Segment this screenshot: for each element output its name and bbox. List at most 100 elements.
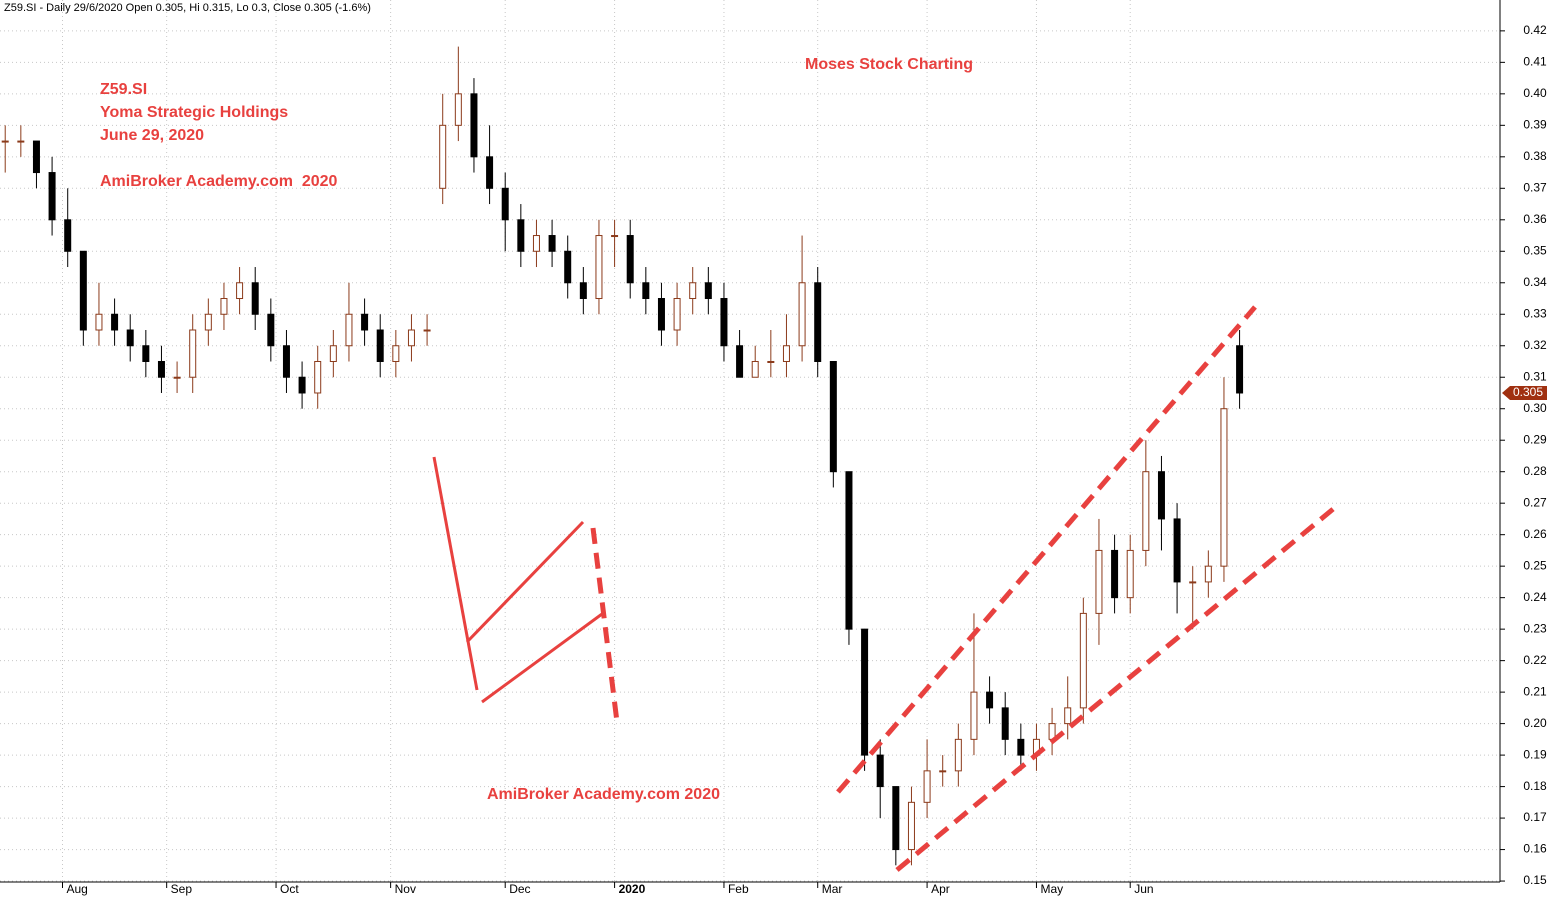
candle-body (986, 691, 994, 709)
candle-body (1204, 565, 1212, 583)
candle-body (173, 376, 181, 379)
candle-body (782, 345, 790, 362)
candle-body (376, 329, 384, 362)
candle-body (970, 691, 978, 740)
y-tick-label: 0.19 (1523, 747, 1547, 761)
sketch-line (481, 612, 603, 704)
candle-body (79, 250, 87, 331)
candle-body (1064, 707, 1072, 725)
y-tick-label: 0.27 (1523, 495, 1547, 509)
y-tick-label: 0.42 (1523, 23, 1547, 37)
candle-body (48, 172, 56, 221)
y-tick-label: 0.39 (1523, 117, 1547, 131)
y-tick-label: 0.26 (1523, 527, 1547, 541)
candle-body (845, 471, 853, 630)
candle-body (767, 360, 775, 363)
x-tick-label: May (1040, 882, 1063, 896)
y-tick-label: 0.16 (1523, 842, 1547, 856)
candle-body (361, 313, 369, 331)
x-tick-label: Apr (931, 882, 950, 896)
candle-body (923, 770, 931, 803)
candle-body (1189, 581, 1197, 584)
x-tick-label: 2020 (619, 882, 646, 896)
candle-body (1111, 549, 1119, 599)
y-tick-label: 0.24 (1523, 590, 1547, 604)
y-tick-label: 0.34 (1523, 275, 1547, 289)
annotation: Z59.SI (100, 81, 147, 98)
candle-body (1126, 549, 1134, 599)
sketch-dashed-line (590, 527, 620, 723)
candle-body (1236, 345, 1244, 394)
candle-body (1017, 738, 1025, 756)
drawn-trend-lines (432, 305, 1340, 872)
y-tick-label: 0.25 (1523, 558, 1547, 572)
candle-body (267, 313, 275, 347)
annotation: Moses Stock Charting (805, 56, 973, 73)
y-tick-label: 0.22 (1523, 653, 1547, 667)
candle-body (1095, 549, 1103, 614)
y-tick-label: 0.40 (1523, 86, 1547, 100)
candle-body (329, 345, 337, 362)
candle-body (17, 140, 25, 143)
candle-body (204, 313, 212, 331)
candle-body (1, 140, 9, 143)
annotation: AmiBroker Academy.com 2020 (100, 173, 338, 190)
grid (0, 0, 1500, 882)
candle-body (142, 345, 150, 362)
candle-body (1079, 612, 1087, 709)
candle-body (314, 360, 322, 394)
y-tick-label: 0.20 (1523, 716, 1547, 730)
candle-body (236, 282, 244, 300)
candle-body (736, 345, 744, 378)
x-tick-label: Dec (509, 882, 530, 896)
candle-body (892, 786, 900, 851)
candle-body (64, 219, 72, 252)
candle-body (470, 93, 478, 158)
y-tick-label: 0.21 (1523, 684, 1547, 698)
candle-body (829, 360, 837, 473)
upper-channel-line (836, 305, 1257, 794)
candle-body (907, 801, 915, 851)
y-tick-label: 0.36 (1523, 212, 1547, 226)
y-tick-label: 0.15 (1523, 873, 1547, 887)
candle-body (673, 298, 681, 331)
x-tick-label: Oct (280, 882, 299, 896)
y-tick-label: 0.41 (1523, 55, 1547, 69)
candle-body (626, 235, 634, 284)
candle-body (501, 187, 509, 221)
candle-body (939, 770, 947, 773)
candle-body (407, 329, 415, 347)
x-tick-label: Jun (1134, 882, 1153, 896)
sketch-line (465, 520, 585, 644)
x-tick-label: Nov (395, 882, 416, 896)
last-price-label: 0.305 (1513, 385, 1543, 399)
y-tick-label: 0.18 (1523, 779, 1547, 793)
candle-body (298, 376, 306, 394)
candle-body (564, 250, 572, 284)
y-tick-label: 0.35 (1523, 243, 1547, 257)
annotation: Yoma Strategic Holdings (100, 104, 288, 121)
candle-body (111, 313, 119, 331)
lower-channel-line (895, 503, 1340, 872)
candle-body (814, 282, 822, 362)
candle-body (251, 282, 259, 315)
candle-body (454, 93, 462, 126)
candle-body (517, 219, 525, 252)
y-tick-label: 0.38 (1523, 149, 1547, 163)
candle-body (861, 628, 869, 756)
x-tick-label: Aug (67, 882, 88, 896)
candle-body (392, 345, 400, 362)
candle-body (189, 329, 197, 378)
candle-body (345, 313, 353, 347)
candle-body (126, 329, 134, 347)
candle-body (1173, 518, 1181, 583)
candle-body (423, 329, 431, 332)
x-tick-label: Mar (822, 882, 843, 896)
candle-body (595, 235, 603, 300)
candle-body (798, 282, 806, 347)
sketch-line (432, 456, 479, 691)
candle-body (1001, 707, 1009, 740)
y-tick-label: 0.28 (1523, 464, 1547, 478)
candle-body (1157, 471, 1165, 520)
candle-body (282, 345, 290, 378)
